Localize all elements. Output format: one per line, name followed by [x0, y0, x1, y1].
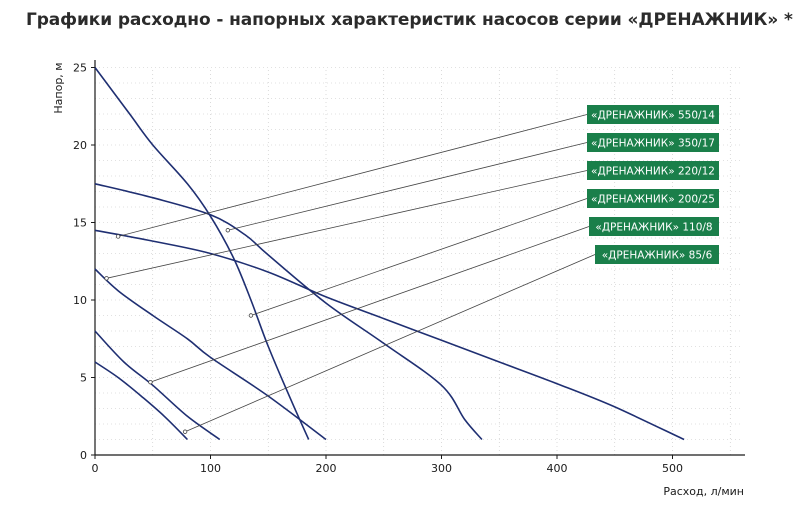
series-label-box-220-12: [587, 161, 719, 180]
leader-anchor-85-6: [182, 429, 188, 434]
x-tick-label: 100: [200, 462, 221, 475]
leader-line-220-12: [106, 170, 588, 279]
label-layer: «ДРЕНАЖНИК» 550/14 «ДРЕНАЖНИК» 350/17 «ДРЕ…: [104, 105, 719, 434]
leader-anchor-350-17: [225, 228, 231, 233]
leader-line-200-25: [250, 198, 588, 316]
series-label-box-550-14: [587, 105, 719, 124]
grid-layer: [95, 67, 742, 455]
series-label-350-17: «ДРЕНАЖНИК» 350/17: [591, 138, 715, 150]
x-tick-label: 500: [662, 462, 683, 475]
series-label-85-6: «ДРЕНАЖНИК» 85/6: [602, 250, 713, 262]
y-tick-label: 0: [80, 449, 87, 462]
axis-layer: 0 100 200 300 400 500 0 5 10 15 20 25: [73, 60, 745, 475]
series-line-200-25: [94, 67, 310, 440]
series-label-box-85-6: [595, 245, 719, 264]
x-axis-label: Расход, л/мин: [663, 485, 744, 498]
series-label-box-200-25: [587, 189, 719, 208]
series-label-550-14: «ДРЕНАЖНИК» 550/14: [591, 110, 715, 122]
leader-anchor-110-8: [148, 379, 153, 385]
leader-anchor-550-14: [115, 234, 121, 239]
series-line-550-14: [94, 229, 685, 441]
y-tick-label: 5: [80, 372, 87, 385]
x-tick-label: 200: [316, 462, 337, 475]
chart-title: Графики расходно - напорных характеристи…: [26, 10, 793, 30]
y-tick-label: 15: [73, 217, 87, 230]
y-axis-label: Напор, м: [52, 62, 65, 113]
series-label-box-110-8: [589, 217, 719, 236]
leader-line-350-17: [227, 142, 588, 231]
x-tick-label: 0: [92, 462, 99, 475]
series-line-85-6: [94, 361, 188, 441]
series-label-220-12: «ДРЕНАЖНИК» 220/12: [591, 166, 715, 178]
leader-line-85-6: [184, 254, 596, 433]
y-tick-label: 10: [73, 294, 87, 307]
leader-anchor-220-12: [104, 276, 109, 281]
x-tick-label: 400: [547, 462, 568, 475]
series-line-110-8: [94, 330, 221, 441]
leader-anchor-200-25: [248, 313, 254, 318]
series-layer: [94, 67, 685, 441]
series-label-200-25: «ДРЕНАЖНИК» 200/25: [591, 194, 715, 206]
leader-line-110-8: [150, 226, 590, 383]
series-label-box-350-17: [587, 133, 719, 152]
y-tick-label: 25: [73, 62, 87, 75]
series-line-350-17: [94, 183, 483, 441]
x-tick-label: 300: [431, 462, 452, 475]
y-tick-label: 20: [73, 139, 87, 152]
leader-line-550-14: [117, 114, 588, 237]
series-label-110-8: «ДРЕНАЖНИК» 110/8: [595, 222, 712, 234]
